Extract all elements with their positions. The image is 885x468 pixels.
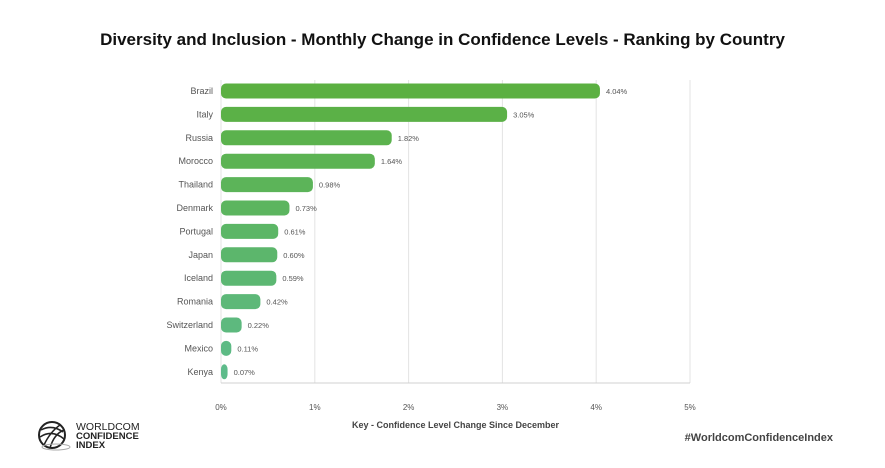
logo-line-3: INDEX — [76, 439, 106, 451]
category-label: Morocco — [178, 156, 213, 166]
x-tick-label: 5% — [684, 403, 696, 412]
category-label: Mexico — [184, 343, 213, 353]
logo-line-1: WORLDCOM — [76, 420, 140, 433]
value-label: 0.98% — [319, 181, 341, 190]
value-label: 0.61% — [284, 227, 306, 236]
category-label: Denmark — [176, 203, 213, 213]
x-tick-label: 0% — [215, 403, 227, 412]
value-label: 4.04% — [606, 87, 628, 96]
logo-line-2: CONFIDENCE — [76, 430, 139, 442]
bar — [221, 247, 278, 263]
x-axis-label: Key - Confidence Level Change Since Dece… — [351, 420, 560, 430]
category-label: Thailand — [178, 180, 213, 190]
value-label: 3.05% — [513, 110, 535, 119]
hashtag: #WorldcomConfidenceIndex — [684, 432, 833, 444]
category-label: Kenya — [187, 367, 213, 377]
bar — [221, 83, 600, 99]
category-label: Switzerland — [166, 320, 213, 330]
x-tick-label: 2% — [403, 403, 415, 412]
value-label: 0.11% — [237, 344, 258, 353]
value-label: 0.60% — [283, 251, 305, 260]
category-label: Russia — [185, 133, 213, 143]
category-label: Iceland — [184, 273, 213, 283]
bar — [221, 364, 228, 380]
bar — [221, 340, 232, 356]
value-label: 1.82% — [398, 134, 420, 143]
value-label: 0.73% — [295, 204, 317, 213]
value-label: 0.22% — [248, 321, 270, 330]
bar — [221, 153, 375, 169]
bar — [221, 200, 290, 216]
value-label: 0.07% — [234, 368, 256, 377]
bar — [221, 106, 508, 122]
category-label: Romania — [177, 297, 213, 307]
bar — [221, 130, 392, 146]
x-tick-label: 4% — [590, 403, 602, 412]
category-label: Portugal — [179, 226, 213, 236]
globe-icon — [38, 421, 71, 451]
worldcom-logo: WORLDCOM CONFIDENCE INDEX — [36, 420, 140, 452]
chart-title: Diversity and Inclusion - Monthly Change… — [100, 30, 785, 49]
bar — [221, 317, 242, 333]
category-label: Italy — [196, 109, 213, 119]
category-label: Japan — [188, 250, 213, 260]
x-tick-label: 1% — [309, 403, 321, 412]
bar — [221, 223, 279, 239]
value-label: 0.42% — [266, 298, 288, 307]
bar — [221, 270, 277, 286]
bar — [221, 294, 261, 310]
value-label: 1.64% — [381, 157, 403, 166]
category-label: Brazil — [190, 86, 213, 96]
x-tick-label: 3% — [497, 403, 509, 412]
value-label: 0.59% — [282, 274, 304, 283]
bar — [221, 177, 313, 193]
